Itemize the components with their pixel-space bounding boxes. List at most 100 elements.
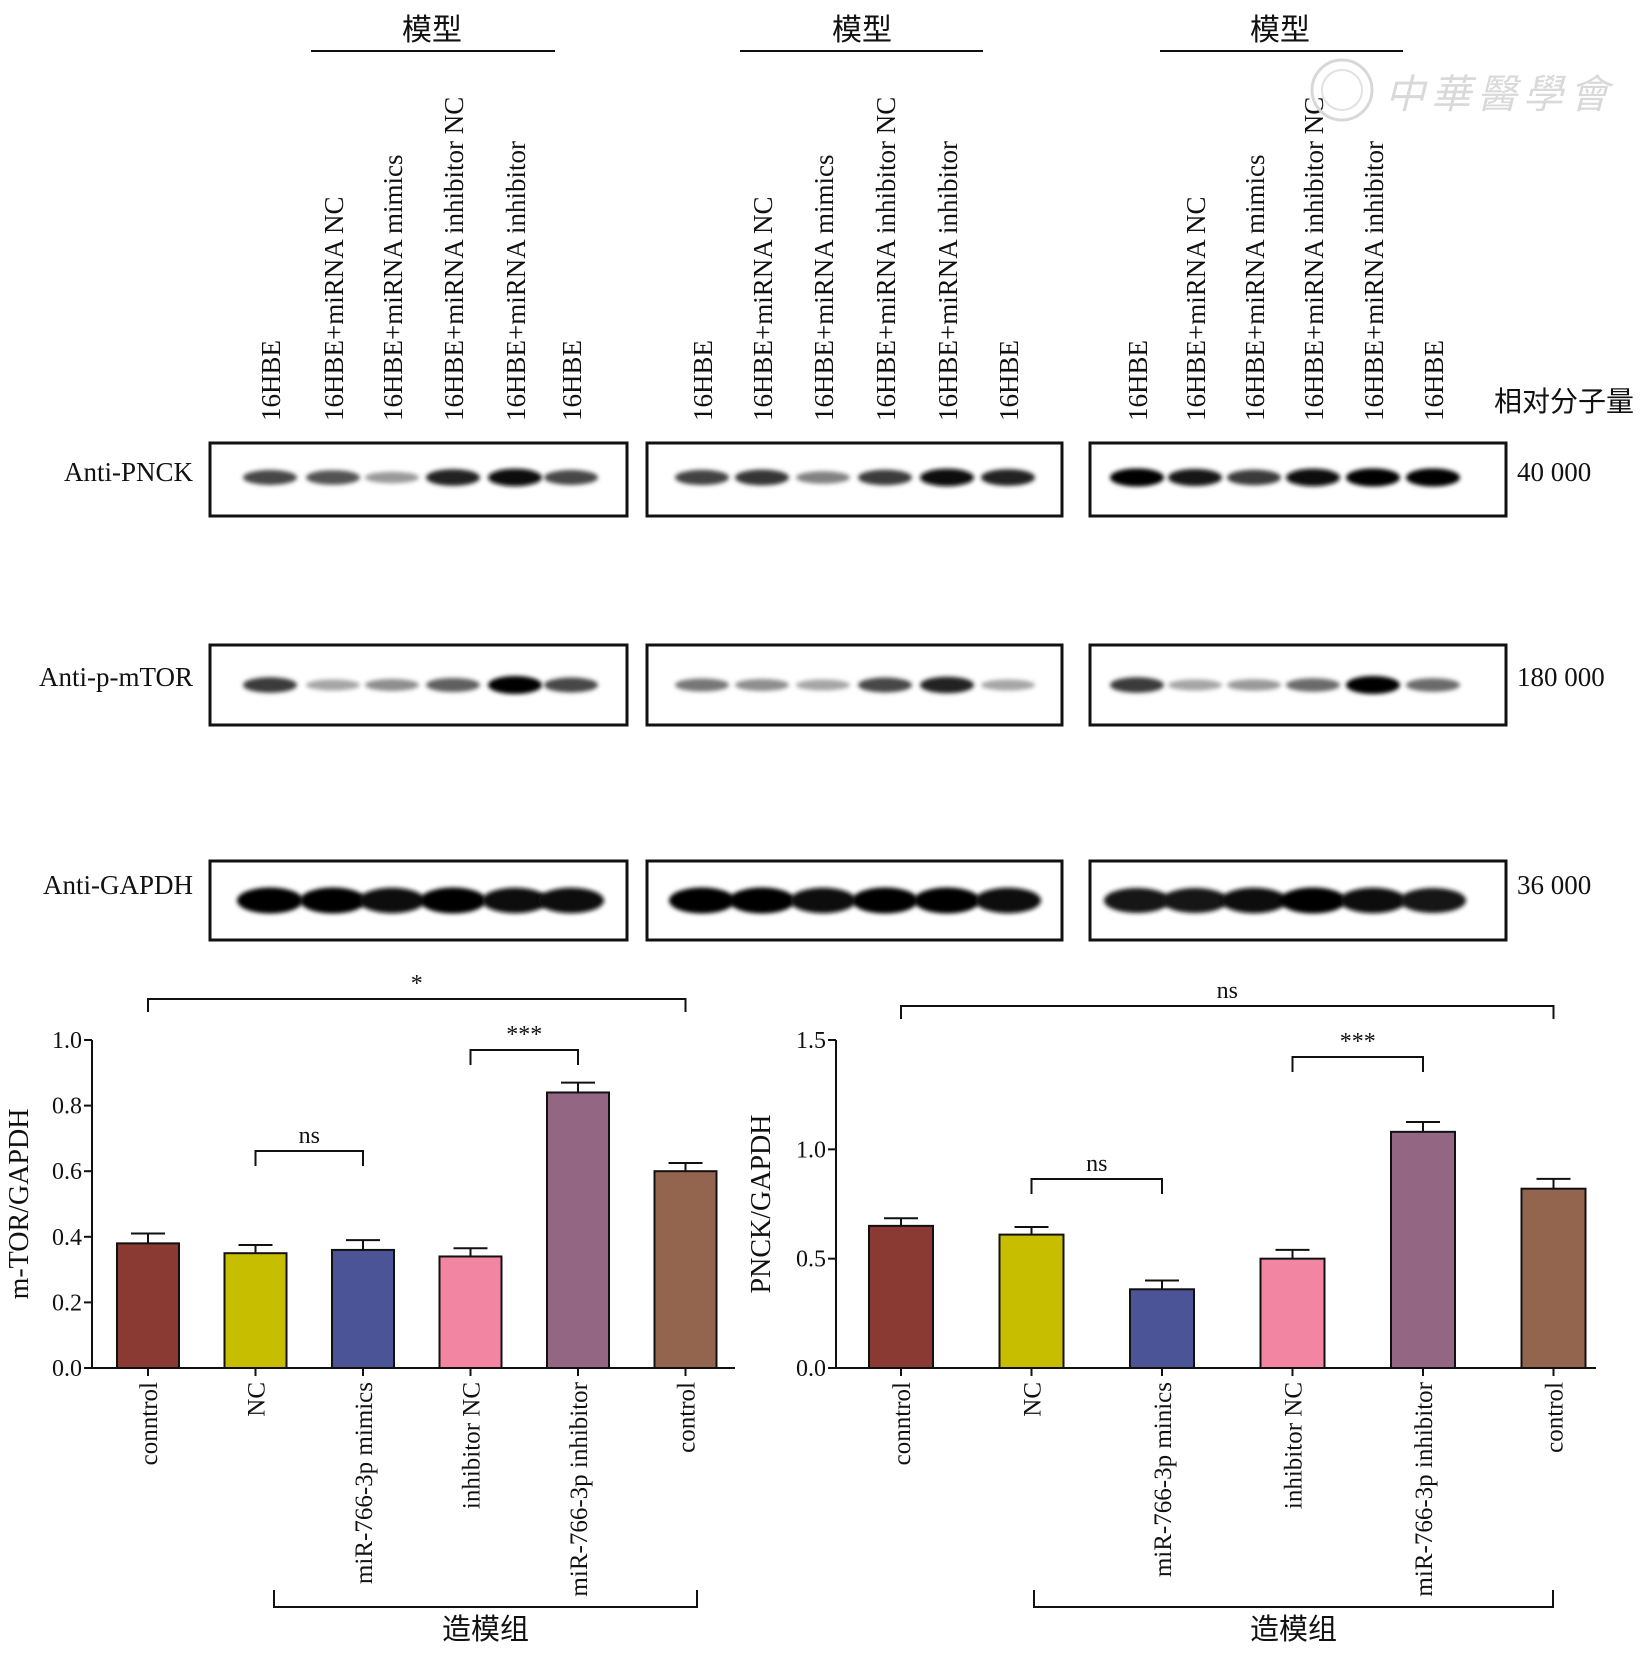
lane-label: 16HBE+miRNA mimics <box>1240 155 1270 422</box>
blot-band <box>365 679 419 691</box>
chart-1: 0.0 0.2 0.4 0.6 0.8 1.0 m-TOR/GAPDH conntrol NC m… <box>4 971 735 1646</box>
blot-band <box>365 471 419 484</box>
y-tick-label: 1.0 <box>52 1028 82 1054</box>
lane-label: 16HBE+miRNA inhibitor <box>501 141 531 421</box>
x-tick-label: NC <box>244 1382 271 1417</box>
bar <box>653 1170 718 1369</box>
blot-band <box>1162 888 1228 913</box>
x-tick-label: miR-766-3p inhibitor <box>1411 1381 1438 1596</box>
x-tick-label: inhibitor NC <box>459 1382 486 1509</box>
significance-label: * <box>411 971 423 997</box>
blot-band <box>669 887 735 914</box>
blot-band <box>306 470 360 485</box>
bar <box>1259 1257 1326 1369</box>
blot-band <box>482 887 548 914</box>
y-tick-label: 0.6 <box>52 1159 82 1185</box>
bar <box>868 1224 934 1370</box>
blot-band <box>735 679 789 691</box>
lane-label: 16HBE+miRNA mimics <box>378 155 408 422</box>
bar <box>546 1091 610 1369</box>
group-bracket <box>1033 1590 1554 1608</box>
lane-label: 16HBE <box>1419 340 1449 421</box>
blot-band <box>1168 679 1222 691</box>
lane-label: 16HBE <box>994 340 1024 421</box>
blot-band <box>544 470 598 485</box>
bar <box>223 1252 288 1369</box>
bar <box>438 1255 503 1369</box>
blot-band <box>920 676 974 694</box>
bar <box>116 1242 180 1369</box>
blot-band <box>243 470 297 485</box>
blot-band <box>426 678 480 692</box>
bar <box>331 1248 395 1370</box>
blot-band <box>1221 887 1287 914</box>
blot-mw-label: 180 000 <box>1517 662 1605 692</box>
blot-band <box>675 678 729 692</box>
watermark-seal-inner <box>1321 69 1363 111</box>
blot-band <box>488 468 542 487</box>
blot-band <box>1406 468 1460 487</box>
blot-band <box>1227 679 1281 691</box>
blot-band <box>538 887 604 914</box>
significance-label: *** <box>1340 1029 1376 1055</box>
watermark: 中華醫學會 <box>1310 58 1609 122</box>
blot-mw-label: 36 000 <box>1517 870 1591 900</box>
y-tick-label: 0.5 <box>796 1247 826 1273</box>
blot-band <box>1340 887 1406 914</box>
x-tick-label: miR-766-3p mimics <box>351 1382 378 1584</box>
lane-label: 16HBE <box>256 340 286 421</box>
blot-band <box>729 887 795 914</box>
y-axis-label: m-TOR/GAPDH <box>4 1109 35 1300</box>
blot-band <box>1280 887 1346 914</box>
lane-label: 16HBE+miRNA inhibitor <box>1359 141 1389 421</box>
significance-bracket <box>900 1005 1555 1019</box>
blot-row-label: Anti-GAPDH <box>43 870 193 900</box>
blot-band <box>796 679 850 691</box>
blot-mw-label: 40 000 <box>1517 457 1591 487</box>
blot-band <box>981 679 1035 691</box>
blot-group-header: 模型 <box>1250 13 1310 48</box>
lane-label: 16HBE <box>688 340 718 421</box>
lane-label: 16HBE+miRNA mimics <box>809 155 839 422</box>
x-tick-label: NC <box>1020 1382 1047 1417</box>
blot-band <box>675 469 729 486</box>
y-tick-label: 0.0 <box>52 1356 82 1382</box>
blot-band <box>1346 468 1400 487</box>
chart-2: 0.0 0.5 1.0 1.5 PNCK/GAPDH conntrol NC miR-766-… <box>746 978 1596 1646</box>
x-tick-label: miR-766-3p minics <box>1150 1382 1177 1577</box>
blot-band <box>790 887 856 914</box>
blot-band <box>858 677 912 693</box>
blot-row-label: Anti-PNCK <box>64 457 194 487</box>
y-tick-label: 0.4 <box>52 1225 82 1251</box>
y-tick-label: 1.0 <box>796 1137 826 1163</box>
lane-label: 16HBE+miRNA inhibitor <box>933 141 963 421</box>
significance-label: ns <box>1086 1151 1107 1177</box>
blot-band <box>796 471 850 484</box>
bar-charts: 0.0 0.2 0.4 0.6 0.8 1.0 m-TOR/GAPDH conntrol NC m… <box>4 971 1596 1646</box>
significance-bracket <box>147 998 687 1012</box>
blot-band <box>1110 677 1164 693</box>
blot-band <box>1346 676 1400 694</box>
y-tick-label: 0.8 <box>52 1094 82 1120</box>
blot-band <box>1104 888 1170 913</box>
y-tick-label: 1.5 <box>796 1028 826 1054</box>
blot-band <box>243 677 297 693</box>
group-label: 造模组 <box>1250 1612 1337 1646</box>
blot-band <box>735 469 789 486</box>
y-tick-label: 0.2 <box>52 1290 82 1316</box>
blot-band <box>852 887 918 914</box>
significance-bracket <box>469 1049 579 1065</box>
x-tick-label: conntrol <box>889 1382 916 1465</box>
significance-label: *** <box>506 1022 542 1048</box>
significance-bracket <box>1291 1056 1424 1072</box>
significance-bracket <box>1030 1178 1163 1194</box>
blot-band <box>420 887 486 914</box>
western-blot-panel: 模型 16HBE 16HBE+miRNA NC 16HBE+miRNA mimics 1… <box>39 13 1634 942</box>
blot-band <box>1110 468 1164 487</box>
lane-label: 16HBE+miRNA NC <box>748 196 778 421</box>
blot-band <box>426 469 480 486</box>
significance-bracket <box>254 1150 364 1166</box>
watermark-seal-icon <box>1310 58 1374 122</box>
blot-band <box>920 468 974 487</box>
